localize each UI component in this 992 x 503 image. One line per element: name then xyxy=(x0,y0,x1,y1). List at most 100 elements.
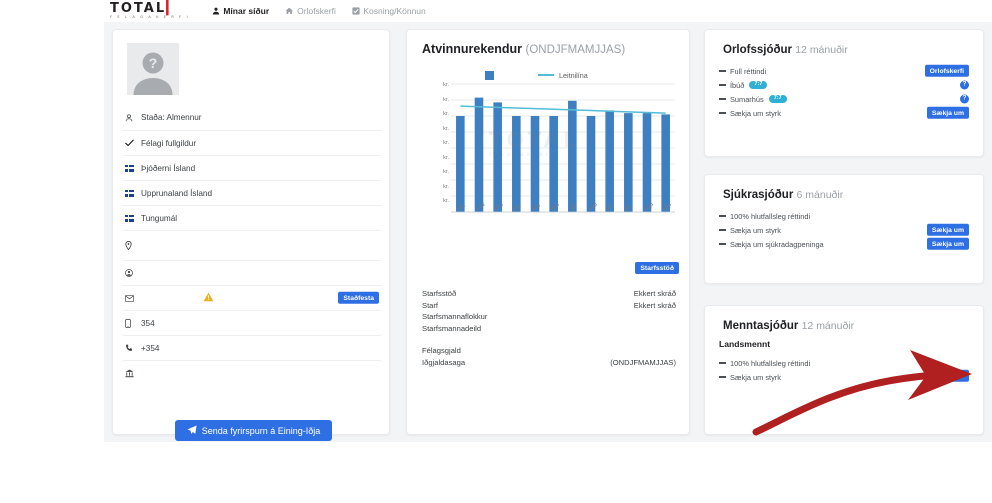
profile-row-value: 354 xyxy=(141,318,155,328)
bullet-dash-icon xyxy=(719,376,726,378)
chart-bar xyxy=(474,97,484,212)
profile-row-value: +354 xyxy=(141,343,160,353)
x-tick: sep xyxy=(662,201,674,213)
stat-label: Starf xyxy=(422,300,439,310)
home-icon xyxy=(285,7,294,15)
profile-row-label: Tungumál xyxy=(141,213,178,223)
profile-row-label: Staða: Almennur xyxy=(141,113,202,122)
stat-row: Iðgjaldasaga (ONDJFMAMJJAS) xyxy=(422,357,676,369)
starfsstod-button[interactable]: Starfsstöð xyxy=(635,262,679,275)
fund-item-label: 100% hlutfallsleg réttindi xyxy=(730,358,811,368)
nav-item-kosning-konnun[interactable]: Kosning/Könnun xyxy=(352,6,426,16)
logo-subtitle: F É L A G A K E R F I xyxy=(110,15,190,20)
stat-label: Félagsgjald xyxy=(422,346,461,356)
help-icon[interactable]: ? xyxy=(960,80,969,90)
chart-bar xyxy=(624,113,633,212)
profile-row-address xyxy=(123,230,381,260)
profile-card: ? Staða: Almennur Félagi fullgildur xyxy=(112,29,390,441)
chart-bar xyxy=(661,114,670,212)
confirm-email-button[interactable]: Staðfesta xyxy=(338,291,379,305)
profile-row-label: Upprunaland Ísland xyxy=(141,188,213,198)
stat-value: Ekkert skráð xyxy=(633,300,676,310)
fund-item-rettindi: 100% hlutfallsleg réttindi xyxy=(719,356,971,370)
profile-row-nationality: Þjóðerni Ísland xyxy=(123,155,381,180)
chart-plot-area xyxy=(451,83,675,213)
profile-row-label: Félagi fullgildur xyxy=(141,138,197,148)
profile-row-phone: +354 xyxy=(123,335,381,360)
saekja-um-button[interactable]: Sækja um xyxy=(926,106,969,120)
y-tick: kr. xyxy=(443,96,449,103)
brand-logo[interactable]: TOTAL ▎ F É L A G A K E R F I xyxy=(110,2,190,20)
fund-months: 12 mánuðir xyxy=(801,320,855,332)
avatar: ? xyxy=(127,43,179,95)
bullet-dash-icon xyxy=(719,243,726,245)
legend-swatch-bar xyxy=(485,70,494,80)
stat-value: (ONDJFMAMJJAS) xyxy=(610,357,676,367)
stat-label: Starfsmannaflokkur xyxy=(422,312,488,322)
fund-title-text: Menntasjóður xyxy=(723,320,799,332)
person-icon xyxy=(125,113,141,122)
fund-item-label: Sumarhús xyxy=(730,94,764,104)
fund-item-list: 100% hlutfallsleg réttindi Sækja um styr… xyxy=(719,356,971,384)
profile-row-account xyxy=(123,260,381,285)
fund-title: Menntasjóður 12 mánuðir xyxy=(723,320,854,332)
bullet-dash-icon xyxy=(719,362,726,364)
profile-row-status: Staða: Almennur xyxy=(123,105,381,130)
nav-item-minar-sidur[interactable]: Mínar síður xyxy=(212,6,269,16)
fund-card-menntasjodur: Menntasjóður 12 mánuðir Landsmennt 100% … xyxy=(704,305,984,435)
fund-title: Sjúkrasjóður 6 mánuðir xyxy=(723,189,843,201)
user-icon xyxy=(212,7,220,15)
fund-item-label: Sækja um styrk xyxy=(730,108,781,118)
fund-title: Orlofssjóður 12 mánuðir xyxy=(723,44,848,56)
contributions-chart: Leitnilína kr. kr. kr. kr. kr. kr. kr. k… xyxy=(415,66,683,256)
chart-bar xyxy=(605,110,614,212)
stat-label: Starfsstöð xyxy=(422,289,457,299)
fund-item-label: 100% hlutfallsleg réttindi xyxy=(730,211,811,221)
profile-row-label: Þjóðerni Ísland xyxy=(141,163,196,173)
saekja-um-button[interactable]: Sækja um xyxy=(926,369,969,383)
stat-row: Félagsgjald xyxy=(422,345,676,357)
profile-row-mobile: 354 xyxy=(123,310,381,335)
fund-item-label: Sækja um styrk xyxy=(730,225,781,235)
fund-item-label: Full réttindi xyxy=(730,66,767,76)
nav-item-label: Mínar síður xyxy=(223,6,270,16)
bullet-dash-icon xyxy=(719,98,726,100)
saekja-um-button[interactable]: Sækja um xyxy=(926,237,969,251)
chart-x-axis-labels: okt nóv des jan feb mar apr maí jún júl ágú sep xyxy=(451,202,675,234)
phone-icon xyxy=(125,344,141,352)
legend-swatch-line xyxy=(538,74,554,76)
fund-item-ibud: Íbúð 7:7 ? xyxy=(719,78,971,92)
mobile-icon xyxy=(125,318,141,328)
fund-item-rettindi: 100% hlutfallsleg réttindi xyxy=(719,209,971,223)
y-tick: kr. xyxy=(443,169,449,175)
envelope-icon xyxy=(125,294,141,302)
chart-bar xyxy=(512,116,521,212)
help-icon[interactable]: ? xyxy=(960,94,969,104)
nav-item-orlofskerfi[interactable]: Orlofskerfi xyxy=(285,6,336,16)
bank-icon xyxy=(125,369,141,378)
saekja-um-button[interactable]: Sækja um xyxy=(926,223,969,237)
chart-bar xyxy=(530,116,540,212)
top-navigation-bar: TOTAL ▎ F É L A G A K E R F I Mínar síður… xyxy=(0,0,992,22)
y-tick: kr. xyxy=(443,111,449,117)
fund-item-saekja-um-styrk: Sækja um styrk Sækja um xyxy=(719,369,971,384)
profile-row-language: Tungumál xyxy=(123,205,381,230)
stat-row: Starf Ekkert skráð xyxy=(422,300,676,312)
y-tick: kr. xyxy=(443,140,449,146)
y-tick: kr. xyxy=(443,125,449,132)
stat-label: Iðgjaldasaga xyxy=(422,357,466,367)
y-tick: kr. xyxy=(443,82,449,88)
orlofskerfi-button[interactable]: Orlofskerfi xyxy=(924,64,969,78)
fund-item-list: 100% hlutfallsleg réttindi Sækja um styr… xyxy=(719,209,971,251)
fund-months: 6 mánuðir xyxy=(796,189,844,201)
stat-spacer xyxy=(422,334,676,345)
chart-bar xyxy=(456,116,465,212)
fund-item-saekja-um-styrk: Sækja um styrk Sækja um xyxy=(719,106,971,120)
fund-card-sjukrasjodur: Sjúkrasjóður 6 mánuðir 100% hlutfallsleg… xyxy=(704,174,984,284)
stat-value: Ekkert skráð xyxy=(633,289,676,299)
employer-card-title: Atvinnurekendur (ONDJFMAMJJAS) xyxy=(422,42,625,56)
check-icon xyxy=(125,139,141,147)
stat-label: Starfsmannadeild xyxy=(422,323,482,333)
bullet-dash-icon xyxy=(719,70,726,72)
send-inquiry-button[interactable]: Senda fyrirspurn á Eining-Iðja xyxy=(175,420,332,441)
